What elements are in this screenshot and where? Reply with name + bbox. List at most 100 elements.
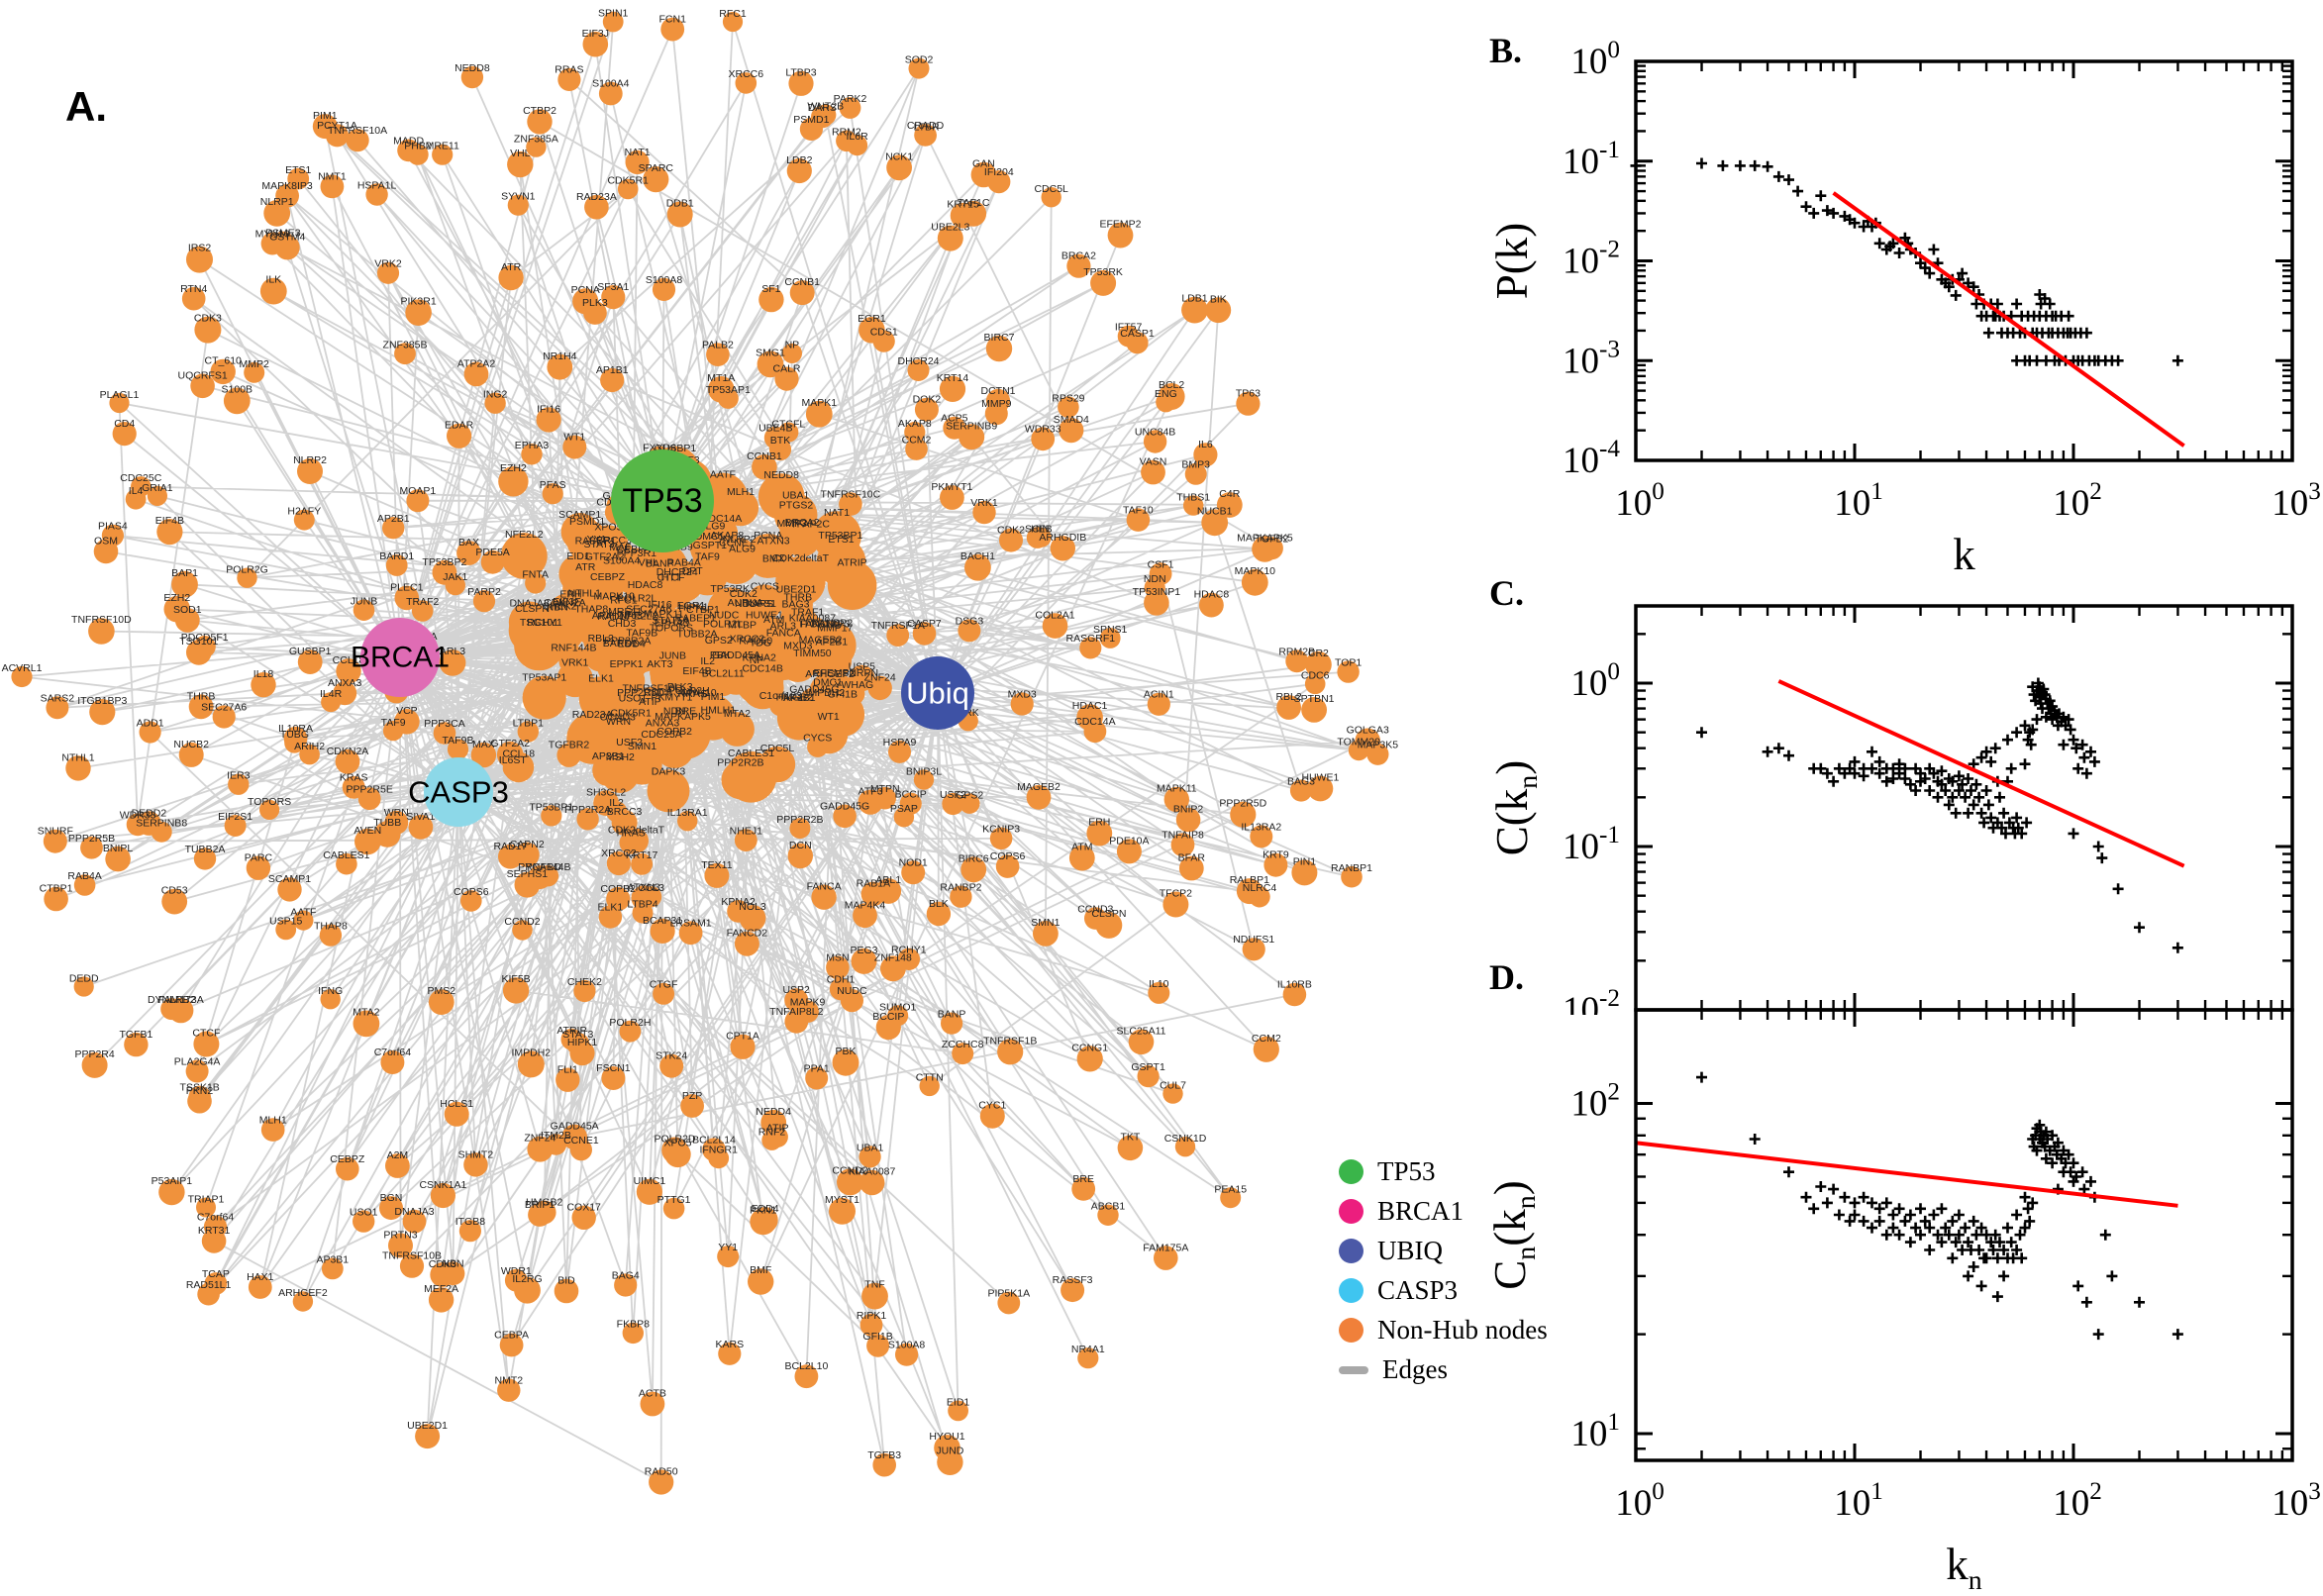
gene-label: LTBP3 xyxy=(785,67,816,79)
gene-label: DEDD2 xyxy=(132,807,167,819)
network-node xyxy=(528,1203,552,1227)
network-node xyxy=(88,618,115,645)
gene-label: EFEMP2 xyxy=(813,667,855,679)
gene-label: EGR1 xyxy=(858,313,886,325)
gene-label: XRCC2 xyxy=(601,848,637,859)
gene-label: EZH2 xyxy=(500,462,527,474)
gene-label: IFI16 xyxy=(537,403,560,415)
gene-label: NBN xyxy=(547,601,568,613)
gene-label: KPNA2 xyxy=(742,651,776,663)
network-node xyxy=(560,513,599,551)
gene-label: USO1 xyxy=(619,693,648,705)
gene-label: ILK xyxy=(265,274,281,286)
gene-label: CASP7 xyxy=(907,618,942,630)
network-node xyxy=(161,888,188,915)
gene-label: MMP9 xyxy=(981,398,1011,410)
gene-label: HIPK1 xyxy=(678,601,709,613)
network-node xyxy=(1126,332,1149,354)
gene-label: PIAS4 xyxy=(98,521,128,533)
gene-label: TP53RK xyxy=(1083,266,1123,278)
gene-label: CR2 xyxy=(1308,648,1329,659)
network-panel: ZNF24 C7orf64 CDC6 S100A8 USF2 CCM2 COPS6 CCND2… xyxy=(2,8,1398,1495)
network-node xyxy=(826,955,850,980)
gene-label: NRAS xyxy=(678,688,707,700)
network-node xyxy=(514,1276,541,1304)
gene-label: CCL3 xyxy=(638,882,664,894)
gene-label: PTGS2 xyxy=(779,500,814,512)
gene-label: TIMM50 xyxy=(793,648,832,659)
gene-label: SMAD4 xyxy=(1054,414,1089,426)
gene-label: PMS2 xyxy=(428,985,456,997)
gene-label: NUCB2 xyxy=(173,739,209,750)
network-node xyxy=(335,748,360,774)
gene-label: TAF9B xyxy=(443,735,474,747)
gene-label: NTHL1 xyxy=(61,751,94,763)
network-node xyxy=(837,1168,863,1196)
gene-label: FLI1 xyxy=(557,1064,578,1076)
gene-label: XPO5 xyxy=(663,1138,691,1149)
network-node xyxy=(582,31,609,57)
network-node xyxy=(886,154,912,181)
network-node xyxy=(1184,462,1207,485)
gene-label: CDS1 xyxy=(870,326,898,338)
gene-label: BAG3 xyxy=(1287,775,1315,787)
network-node xyxy=(186,246,213,273)
network-node xyxy=(394,585,420,611)
network-node xyxy=(439,649,466,676)
network-node xyxy=(937,1448,963,1476)
network-node xyxy=(171,570,198,598)
svg-text:102: 102 xyxy=(2053,1478,2102,1524)
gene-label: NLRP2 xyxy=(293,454,327,466)
gene-label: DNAJA3 xyxy=(394,1206,434,1218)
network-node xyxy=(833,804,857,829)
gene-label: WRN xyxy=(384,807,409,819)
gene-label: IRS2 xyxy=(188,243,212,254)
gene-label: JUND xyxy=(936,1446,963,1457)
gene-label: TDG xyxy=(750,638,771,649)
gene-label: NFE2L2 xyxy=(620,610,658,622)
network-node xyxy=(972,500,996,525)
gene-label: ERH xyxy=(1088,817,1110,829)
network-node xyxy=(609,696,656,744)
gene-label: ELK1 xyxy=(588,672,614,684)
gene-label: CDC14B xyxy=(742,663,782,675)
network-node xyxy=(816,537,866,587)
network-node xyxy=(786,157,812,184)
gene-label: NTHL1 xyxy=(568,588,601,600)
network-node xyxy=(212,705,236,729)
gene-label: DSG3 xyxy=(956,615,984,627)
gene-label: ETS1 xyxy=(828,534,854,546)
network-node xyxy=(794,1364,819,1389)
network-node xyxy=(661,1137,688,1164)
network-node xyxy=(411,600,434,622)
network-node xyxy=(803,691,848,736)
gene-label: KRT17 xyxy=(626,849,658,861)
gene-label: XPO5 xyxy=(594,522,622,534)
gene-label: TUBB xyxy=(373,817,401,829)
gene-label: ATIP xyxy=(639,696,661,708)
gene-label: CLSPN xyxy=(1091,908,1126,920)
network-node xyxy=(271,231,295,254)
gene-label: RAB1A xyxy=(857,878,890,890)
gene-label: CDK2deltaT xyxy=(772,552,830,564)
gene-label: TEX11 xyxy=(701,859,732,871)
gene-label: RNF2 xyxy=(758,1127,786,1139)
gene-label: PSAP xyxy=(890,803,918,815)
network-node xyxy=(1010,692,1034,716)
network-node xyxy=(734,829,758,851)
gene-label: BIRC7 xyxy=(984,332,1015,344)
gene-label: S100A4 xyxy=(592,78,630,90)
gene-label: NDUFS1 xyxy=(1233,934,1274,946)
network-node xyxy=(447,423,472,449)
gene-label: CTBP1 xyxy=(40,883,73,895)
gene-label: CDKN2A xyxy=(327,746,369,757)
gene-label: POLR2G xyxy=(226,564,268,576)
gene-label: BCL2L11 xyxy=(702,668,745,680)
network-node xyxy=(185,1059,209,1083)
gene-label: CALR xyxy=(772,363,800,375)
gene-label: IL4 xyxy=(129,485,144,497)
network-node xyxy=(275,919,297,941)
network-node xyxy=(708,376,735,403)
network-node xyxy=(1242,938,1265,961)
gene-label: CCNG1 xyxy=(1071,1042,1108,1053)
